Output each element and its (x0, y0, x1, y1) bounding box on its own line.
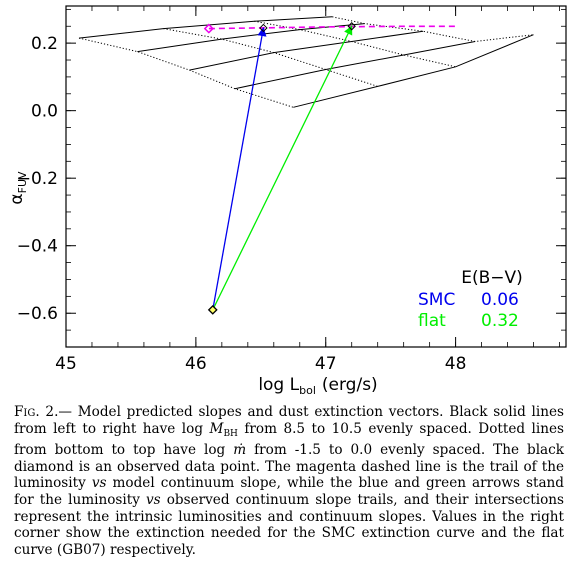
intersection-diamond (259, 23, 268, 33)
caption-text: model continuum slope, while the blue an… (14, 475, 565, 508)
caption-italic: vs (145, 491, 161, 508)
caption-italic: ṁ (233, 442, 247, 459)
observed-point (207, 304, 218, 315)
y-axis-label-sub: FUV (16, 171, 29, 193)
x-axis-label-unit: (erg/s) (322, 375, 378, 395)
caption-text: from -1.5 to 0.0 evenly spaced. The blac… (14, 442, 564, 492)
legend-heading: E(B−V) (461, 268, 523, 288)
y-tick-label: −0.4 (17, 237, 58, 257)
caption-dash: — (58, 404, 72, 420)
x-tick-label: 45 (55, 354, 77, 374)
caption-body: Model predicted slopes and dust extincti… (14, 404, 564, 558)
caption-text: from 8.5 to 10.5 evenly spaced. Dotted l… (14, 420, 564, 459)
x-tick-label: 46 (185, 354, 207, 374)
legend-value-smc: 0.06 (481, 290, 519, 310)
solid-line (293, 34, 534, 108)
figure-2: 45 46 47 48 0.2 0.0 −0.2 −0.4 −0.6 log Lbol (erg/… (7, 5, 567, 397)
dotted-line (163, 28, 378, 87)
y-tick-label: −0.6 (17, 304, 58, 324)
observed-diamond (207, 304, 218, 315)
legend-value-flat: 0.32 (481, 311, 519, 331)
magenta-trail-line (208, 25, 456, 30)
x-axis-label-sub: bol (299, 384, 316, 397)
x-axis-label-main: log L (258, 375, 299, 395)
x-tick-label: 47 (315, 354, 337, 374)
plot-frame (65, 5, 567, 348)
caption-text: Model predicted slopes and dust extincti… (14, 404, 564, 437)
caption-subscript: BH (223, 428, 238, 439)
y-tick-label: 0.2 (31, 34, 58, 54)
x-axis-label: log Lbol (erg/s) (258, 375, 377, 397)
dotted-line (332, 16, 534, 43)
y-axis-label: αFUV (7, 171, 29, 205)
x-tick-label: 48 (445, 354, 467, 374)
y-tick-label: −0.2 (17, 169, 58, 189)
black-hole-mass-lines (78, 16, 534, 108)
arrow-flat (212, 25, 353, 311)
y-axis-label-main: α (7, 193, 27, 204)
caption-italic: vs (91, 475, 107, 492)
y-tick-label: 0.0 (31, 102, 58, 122)
chart: 45 46 47 48 0.2 0.0 −0.2 −0.4 −0.6 log Lbol (erg/… (7, 5, 567, 397)
caption-figure-label: Fig. 2. (14, 404, 59, 420)
axis-ticks: 45 46 47 48 0.2 0.0 −0.2 −0.4 −0.6 (17, 6, 566, 374)
magenta-diamond (203, 23, 214, 34)
arrow-smc (212, 27, 267, 310)
solid-line (234, 41, 476, 90)
extinction-arrows (212, 22, 356, 311)
legend-label-smc: SMC (418, 290, 455, 310)
legend-label-flat: flat (418, 311, 446, 331)
caption-text: observed continuum slope trails, and the… (14, 491, 564, 558)
magenta-trail (203, 23, 456, 34)
legend: E(B−V) SMC 0.06 flat 0.32 (418, 268, 523, 331)
intersection-diamond (347, 22, 356, 31)
figure-caption: Fig. 2.— Model predicted slopes and dust… (14, 404, 564, 558)
solid-line (189, 30, 424, 71)
dotted-line (78, 37, 294, 108)
caption-italic: M (209, 420, 224, 437)
